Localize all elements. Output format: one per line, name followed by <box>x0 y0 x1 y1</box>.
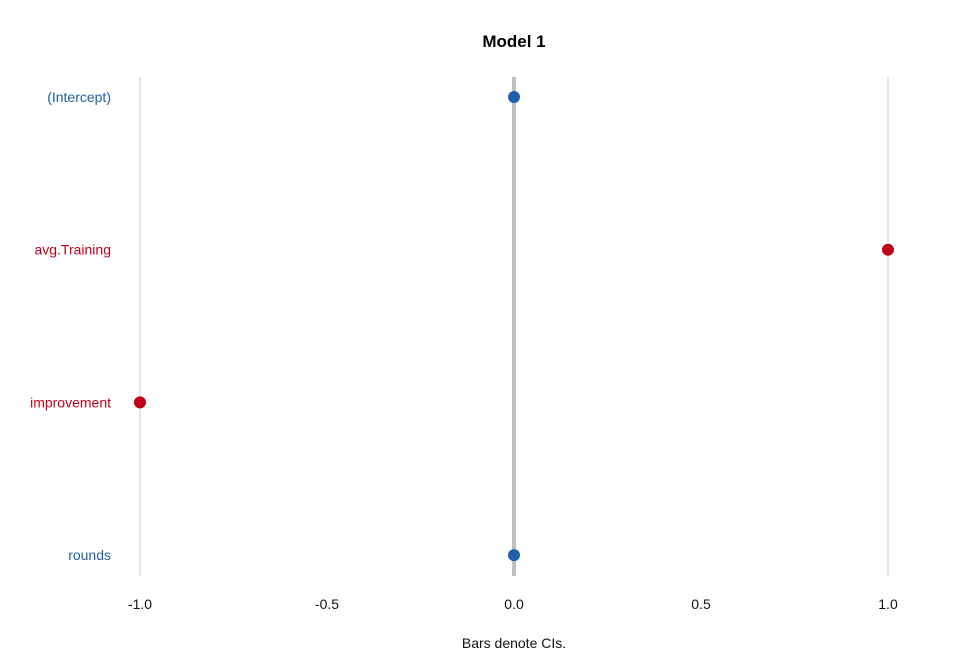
grid-lines <box>139 77 889 576</box>
x-tick-label-1: -0.5 <box>315 596 339 612</box>
x-tick-labels: -1.0 -0.5 0.0 0.5 1.0 <box>128 596 898 612</box>
coefficient-points <box>134 91 894 562</box>
x-tick-label-3: 0.5 <box>691 596 711 612</box>
category-labels: (Intercept) avg.Training improvement rounds <box>30 89 111 563</box>
x-axis-caption: Bars denote CIs. <box>462 635 566 651</box>
chart-title: Model 1 <box>482 32 545 51</box>
point-3 <box>508 549 520 562</box>
point-1 <box>882 243 894 256</box>
point-0 <box>508 91 520 103</box>
category-label-3: rounds <box>68 547 111 563</box>
category-label-2: improvement <box>30 394 111 410</box>
category-label-1: avg.Training <box>34 242 111 258</box>
category-label-0: (Intercept) <box>47 89 111 105</box>
point-2 <box>134 396 146 409</box>
x-tick-label-2: 0.0 <box>504 596 524 612</box>
x-tick-label-4: 1.0 <box>878 596 898 612</box>
x-tick-label-0: -1.0 <box>128 596 152 612</box>
